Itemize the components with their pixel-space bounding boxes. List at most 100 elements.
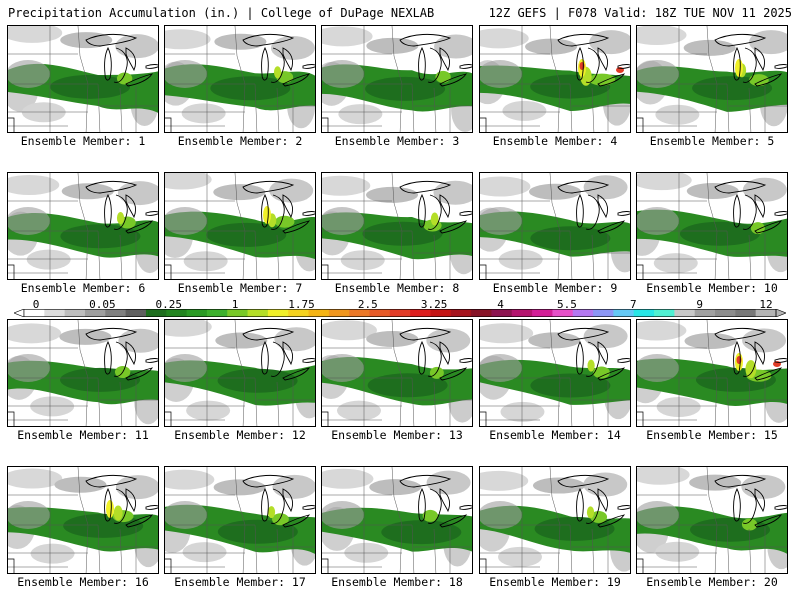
- coastline-outline: [322, 264, 329, 279]
- very-heavy-precip-area: [263, 206, 271, 224]
- ensemble-member-map: [321, 25, 473, 133]
- colorbar-swatch: [24, 309, 45, 317]
- light-precip-area: [426, 470, 471, 495]
- light-precip-area: [525, 38, 578, 55]
- heavy-precip-area: [593, 366, 610, 379]
- light-precip-edge: [165, 354, 207, 382]
- ensemble-member-caption: Ensemble Member: 19: [489, 575, 621, 589]
- heavy-precip-area: [750, 222, 765, 235]
- great-lakes-outline: [557, 474, 630, 528]
- great-lakes-outline: [714, 474, 787, 528]
- heavy-precip-area: [741, 518, 758, 531]
- great-lakes-outline: [85, 327, 158, 381]
- light-precip-area: [686, 183, 739, 200]
- ensemble-member-map: [479, 466, 631, 574]
- colorbar-swatch: [613, 309, 635, 317]
- light-precip-area: [653, 253, 698, 274]
- precip-map-svg: [637, 26, 787, 132]
- state-boundaries: [322, 320, 472, 426]
- ensemble-member-caption: Ensemble Member: 20: [646, 575, 778, 589]
- colorbar-swatch: [389, 309, 411, 317]
- state-boundaries: [165, 467, 315, 573]
- light-precip-area: [186, 400, 231, 421]
- ensemble-member-map: [321, 319, 473, 427]
- precip-map-svg: [8, 320, 158, 426]
- heavy-precip-area: [274, 215, 295, 228]
- light-precip-area: [214, 33, 267, 50]
- light-precip-area: [583, 472, 628, 497]
- colorbar-swatch: [227, 309, 249, 317]
- state-boundaries: [165, 173, 315, 279]
- coastline-outline: [8, 558, 15, 573]
- great-lakes-outline: [714, 180, 787, 234]
- light-precip-area: [117, 181, 158, 206]
- light-precip-area: [21, 102, 66, 123]
- ensemble-member-map: [636, 319, 788, 427]
- coastline-outline: [165, 411, 172, 426]
- light-precip-area: [213, 184, 266, 201]
- colorbar-tick-label: 9: [696, 298, 703, 311]
- heavy-precip-area: [422, 509, 438, 522]
- ensemble-member-map: [7, 466, 159, 574]
- colorbar-swatch: [511, 309, 533, 317]
- light-precip-edge: [165, 60, 207, 88]
- great-lakes-outline: [714, 327, 787, 381]
- light-precip-edge: [8, 60, 50, 88]
- ensemble-member-map: [479, 25, 631, 133]
- colorbar-swatch: [654, 309, 675, 317]
- very-heavy-precip-area: [106, 500, 114, 518]
- light-precip-area: [637, 320, 687, 341]
- light-precip-area: [480, 470, 529, 491]
- light-precip-edge: [8, 207, 50, 235]
- coastline-outline: [165, 264, 172, 279]
- ensemble-member-map: [7, 319, 159, 427]
- light-precip-area: [181, 103, 226, 124]
- state-boundaries: [8, 173, 158, 279]
- ensemble-member-caption: Ensemble Member: 11: [17, 428, 149, 442]
- light-precip-edge: [637, 354, 679, 382]
- ensemble-member-caption: Ensemble Member: 1: [20, 134, 146, 148]
- colorbar-swatch: [125, 309, 147, 317]
- ensemble-member-map: [479, 172, 631, 280]
- light-precip-area: [274, 327, 315, 352]
- colorbar-swatch: [532, 309, 553, 317]
- precip-map-svg: [480, 467, 630, 573]
- light-precip-area: [8, 174, 60, 195]
- colorbar-swatch: [491, 309, 513, 317]
- ensemble-member-map: [164, 319, 316, 427]
- ensemble-member-caption: Ensemble Member: 10: [646, 281, 778, 295]
- light-precip-area: [118, 328, 158, 353]
- coastline-outline: [480, 558, 487, 573]
- precip-map-svg: [480, 173, 630, 279]
- precip-core: [362, 221, 443, 246]
- precip-map-svg: [8, 467, 158, 573]
- great-lakes-outline: [714, 33, 787, 87]
- light-precip-edge: [322, 207, 364, 235]
- colorbar-swatch: [633, 309, 655, 317]
- colorbar-swatch: [572, 309, 594, 317]
- ensemble-member-map: [636, 25, 788, 133]
- ensemble-member-caption: Ensemble Member: 3: [334, 134, 460, 148]
- colorbar-swatch: [145, 309, 167, 317]
- ensemble-member-map: [164, 25, 316, 133]
- colorbar-swatch: [247, 309, 269, 317]
- light-precip-area: [500, 401, 545, 422]
- light-precip-edge: [480, 207, 522, 235]
- precip-core: [381, 520, 462, 545]
- precip-map-svg: [322, 320, 472, 426]
- precip-core: [534, 516, 615, 541]
- light-precip-area: [528, 332, 581, 349]
- light-precip-area: [30, 396, 75, 417]
- light-precip-edge: [480, 501, 522, 529]
- light-precip-area: [26, 249, 71, 270]
- precip-map-svg: [637, 173, 787, 279]
- precip-core: [365, 76, 446, 101]
- light-precip-area: [269, 178, 314, 203]
- ensemble-member-caption: Ensemble Member: 5: [649, 134, 775, 148]
- light-precip-area: [182, 542, 227, 563]
- light-precip-area: [8, 323, 62, 344]
- colorbar-swatch: [105, 309, 127, 317]
- light-precip-edge: [165, 501, 207, 529]
- state-boundaries: [8, 467, 158, 573]
- state-boundaries: [165, 320, 315, 426]
